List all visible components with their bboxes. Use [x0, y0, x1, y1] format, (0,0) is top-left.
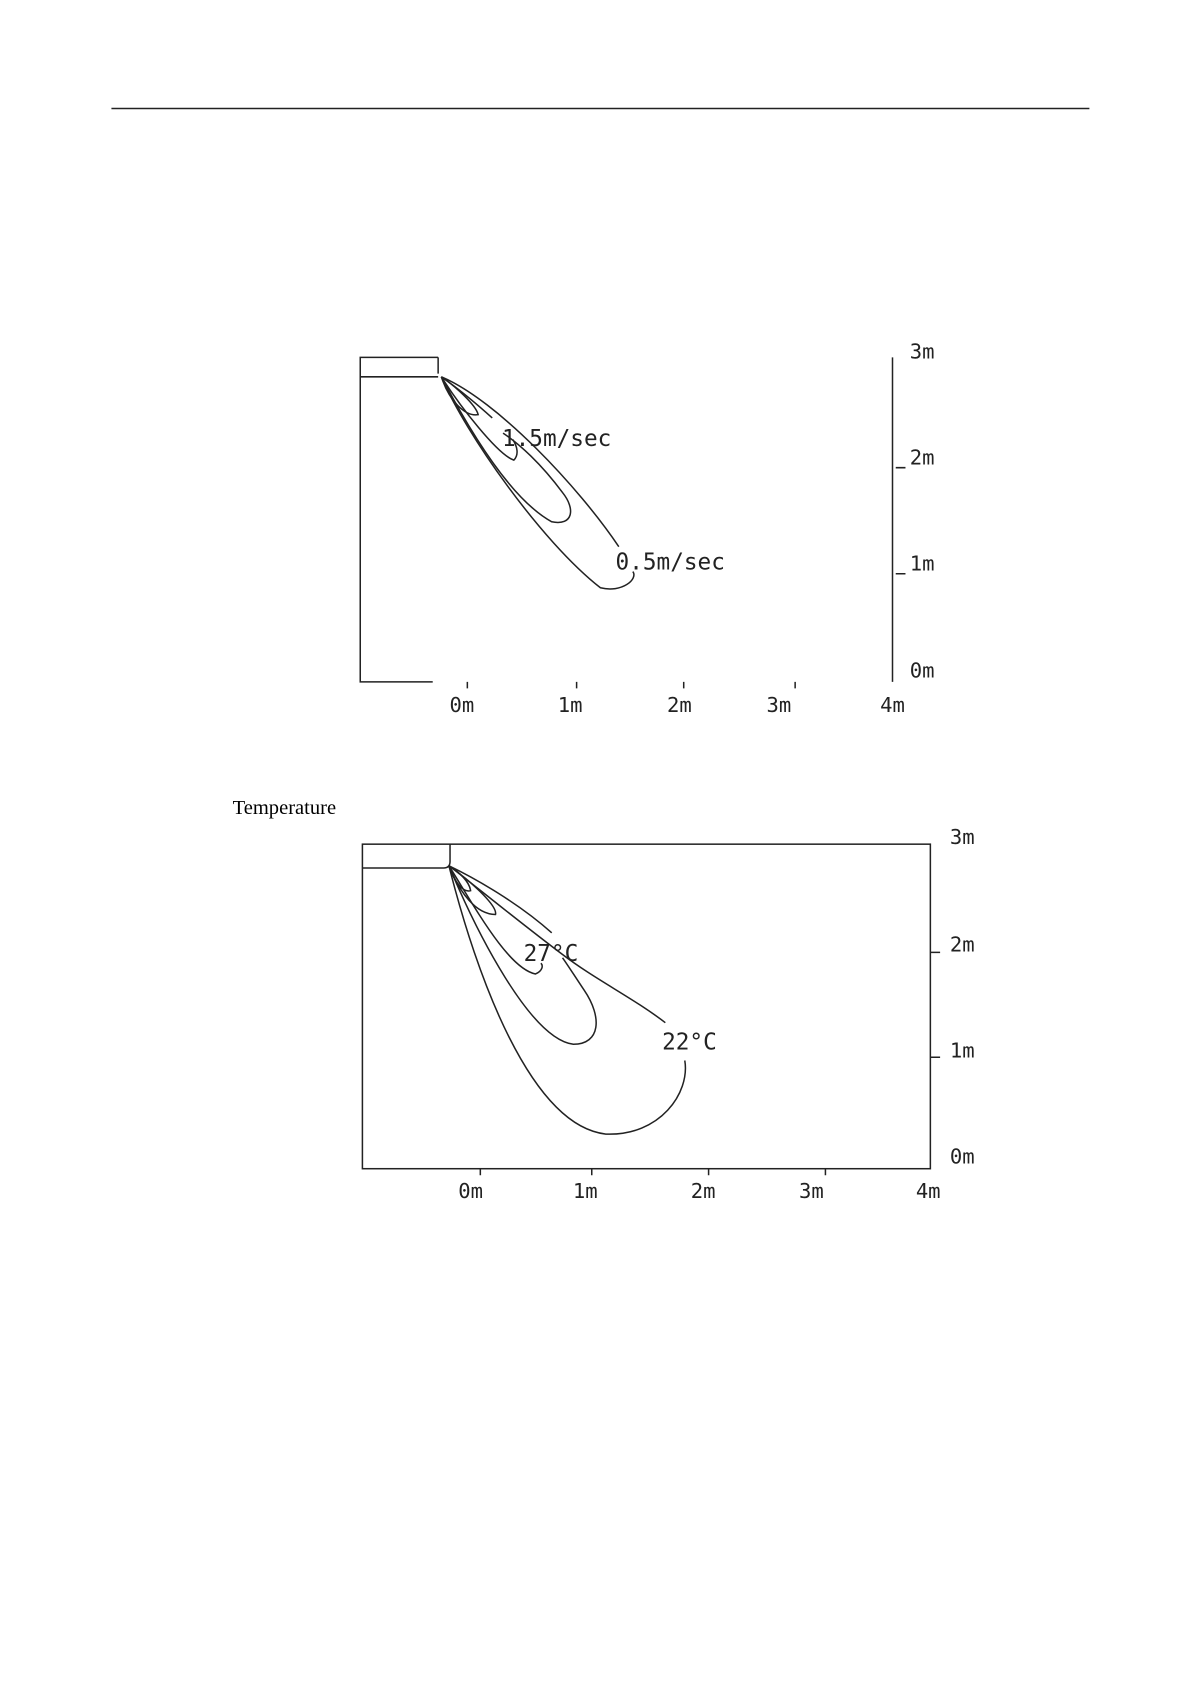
- x-tick-label: 0m: [450, 693, 475, 717]
- room-outline: [359, 356, 439, 683]
- x-tick-label: 3m: [767, 693, 792, 717]
- y-tick-label: 2m: [950, 932, 975, 956]
- contour-label: 22°C: [662, 1030, 717, 1056]
- contour-line: [440, 376, 572, 524]
- y-tick-label: 0m: [950, 1144, 975, 1168]
- contour-label: 1.5m/sec: [502, 426, 611, 452]
- contour-line: [448, 865, 597, 1046]
- contour-line: [448, 865, 553, 975]
- x-tick-label: 1m: [558, 693, 583, 717]
- y-tick-label: 1m: [910, 551, 935, 575]
- x-tick-label: 2m: [667, 693, 692, 717]
- y-tick-label: 3m: [950, 825, 975, 849]
- inlet: [362, 844, 451, 869]
- y-tick-label: 1m: [950, 1038, 975, 1062]
- x-tick-label: 2m: [691, 1179, 716, 1203]
- x-tick-label: 3m: [799, 1179, 824, 1203]
- y-tick-label: 3m: [910, 339, 935, 363]
- contour-label: 0.5m/sec: [616, 549, 725, 575]
- contour-line: [440, 376, 635, 590]
- ticks: [479, 951, 941, 1176]
- room-outline: [361, 843, 932, 1170]
- inlet: [360, 357, 439, 378]
- contour-line: [448, 865, 497, 916]
- contour-line: [448, 865, 472, 892]
- contour-line: [441, 376, 620, 548]
- x-tick-label: 4m: [880, 693, 905, 717]
- x-tick-label: 4m: [916, 1179, 941, 1203]
- y-tick-label: 2m: [910, 445, 935, 469]
- figure-title: Temperature: [233, 797, 337, 819]
- contour-line: [440, 376, 480, 416]
- x-tick-label: 0m: [458, 1179, 483, 1203]
- temperature-figure: Temperature 27°C 22°C 0m 1m 2m 3m 4m 3m …: [233, 797, 975, 1203]
- x-tick-label: 1m: [573, 1179, 598, 1203]
- ticks: [466, 466, 906, 689]
- contour-label: 27°C: [524, 941, 579, 967]
- contour-line: [448, 865, 687, 1135]
- y-tick-label: 0m: [910, 659, 935, 683]
- velocity-figure: 1.5m/sec 0.5m/sec 0m 1m 2m 3m 4m 3m 2m 1…: [359, 339, 935, 717]
